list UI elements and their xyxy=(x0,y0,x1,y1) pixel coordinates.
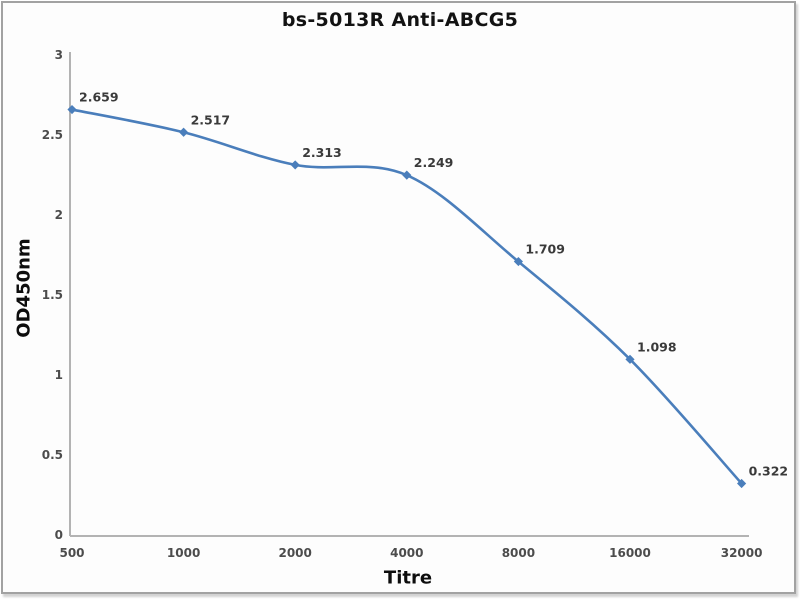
y-tick-label: 0 xyxy=(55,528,63,542)
data-point-marker xyxy=(402,170,412,180)
chart-title: bs-5013R Anti-ABCG5 xyxy=(281,9,519,31)
data-point-marker xyxy=(67,104,77,115)
y-tick-label: 3 xyxy=(55,48,63,62)
data-point-label: 1.098 xyxy=(637,339,677,354)
y-tick-label: 2 xyxy=(55,208,63,222)
y-tick-label: 1 xyxy=(55,368,63,382)
x-tick-label: 32000 xyxy=(721,546,763,560)
x-tick-label: 500 xyxy=(59,546,84,560)
x-axis-title: Titre xyxy=(383,567,433,589)
data-point-marker xyxy=(290,160,300,170)
y-tick-label: 1.5 xyxy=(42,288,63,302)
x-tick-label: 1000 xyxy=(167,546,200,560)
x-axis-tick-labels: 500 1000 2000 4000 8000 16000 32000 xyxy=(59,546,762,560)
y-tick-label: 2.5 xyxy=(42,128,63,142)
x-tick-label: 16000 xyxy=(609,546,651,560)
data-point-labels: 2.659 2.517 2.313 2.249 1.709 1.098 0.322 xyxy=(79,90,788,479)
series-line xyxy=(70,108,743,485)
data-point-label: 2.517 xyxy=(191,112,231,127)
data-point-markers xyxy=(67,104,747,489)
data-point-marker xyxy=(179,127,189,137)
x-tick-label: 8000 xyxy=(502,546,535,560)
data-point-label: 2.249 xyxy=(414,155,454,170)
data-point-marker xyxy=(513,256,523,267)
y-tick-label: 0.5 xyxy=(42,448,63,462)
y-axis-tick-labels: 0 0.5 1 1.5 2 2.5 3 xyxy=(42,48,63,542)
data-point-label: 2.659 xyxy=(79,90,119,105)
series-path xyxy=(70,108,743,485)
data-point-label: 2.313 xyxy=(302,145,342,160)
data-point-marker xyxy=(625,354,635,364)
axes xyxy=(69,52,749,537)
data-point-label: 0.322 xyxy=(749,463,789,478)
x-tick-label: 2000 xyxy=(278,546,311,560)
x-tick-label: 4000 xyxy=(390,546,423,560)
data-point-marker xyxy=(737,478,747,489)
data-point-label: 1.709 xyxy=(525,242,565,257)
